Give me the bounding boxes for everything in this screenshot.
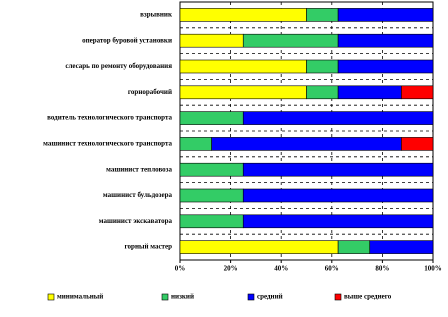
bar-segment [369, 240, 434, 254]
bar-segment [242, 162, 434, 177]
legend-marker [47, 293, 55, 301]
x-tick-label: 0% [175, 265, 186, 273]
bar-segment [337, 59, 434, 74]
x-tick-label: 80% [375, 265, 389, 273]
bar-segment [337, 240, 371, 254]
y-tick-label: машинист тепловоза [106, 165, 172, 173]
legend-marker [161, 293, 169, 301]
bar-segment [179, 8, 307, 22]
x-tick-label: 40% [274, 265, 288, 273]
bar-segment [242, 214, 434, 229]
bar-segment [179, 137, 212, 151]
bar-segment [179, 240, 339, 254]
bar-segment [337, 33, 434, 48]
legend-marker [247, 293, 255, 301]
legend-label: выше среднего [344, 293, 392, 301]
y-tick-label: водитель технологического транспорта [47, 114, 172, 122]
x-tick-label: 60% [325, 265, 339, 273]
bar-segment [211, 137, 402, 151]
legend-label: средний [257, 293, 283, 301]
bar-segment [306, 85, 339, 100]
bar-segment [179, 188, 244, 203]
y-tick-label: слесарь по ремонту оборудования [65, 62, 172, 70]
bar-segment [179, 59, 307, 74]
bar-segment [401, 137, 434, 151]
y-tick-label: машинист технологического транспорта [43, 140, 172, 148]
bar-segment [242, 33, 339, 48]
x-tick-label: 100% [424, 265, 442, 273]
y-tick-label: оператор буровой установки [82, 36, 172, 44]
legend-marker [334, 293, 342, 301]
bar-segment [179, 33, 244, 48]
bar-segment [179, 162, 244, 177]
bar-segment [242, 188, 434, 203]
y-tick-label: горнорабочий [128, 88, 172, 96]
x-tick-label: 20% [224, 265, 238, 273]
legend-label: низкий [171, 293, 194, 301]
y-tick-label: машинист экскаватора [99, 217, 173, 225]
y-tick-label: горный мастер [125, 243, 173, 251]
bar-segment [306, 59, 339, 74]
bar-segment [306, 8, 339, 22]
bar-segment [179, 111, 244, 125]
bar-segment [179, 214, 244, 229]
y-tick-label: машинист бульдозера [103, 191, 173, 199]
bar-segment [401, 85, 434, 100]
bar-segment [179, 85, 307, 100]
bar-segment [242, 111, 434, 125]
bar-segment [337, 85, 402, 100]
legend-label: минимальный [57, 293, 103, 301]
bar-segment [337, 8, 434, 22]
y-tick-label: взрывник [140, 11, 173, 19]
